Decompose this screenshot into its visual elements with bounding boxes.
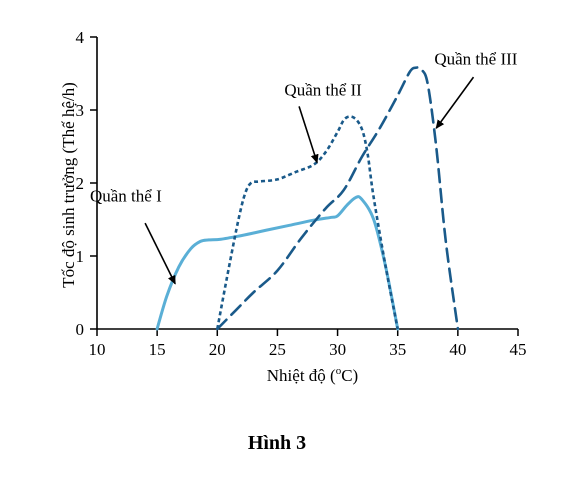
y-tick-label: 3	[76, 101, 85, 120]
figure-caption: Hình 3	[248, 432, 306, 454]
x-tick-label: 15	[149, 340, 166, 359]
y-axis-label: Tốc độ sinh trưởng (Thế hệ/h)	[59, 82, 78, 288]
x-axis-label-sup: o	[336, 365, 342, 377]
annotation-quan-the-iii-label: Quần thể III	[434, 50, 517, 69]
x-ticks: 10 15 20 25 30 35 40 45	[89, 329, 527, 359]
annotation-quan-the-iii-arrow	[435, 76, 475, 130]
x-tick-label: 20	[209, 340, 226, 359]
series-layer	[155, 66, 460, 331]
x-tick-label: 30	[329, 340, 346, 359]
annotation-quan-the-ii-label: Quần thể II	[284, 80, 362, 99]
y-tick-label: 2	[76, 174, 85, 193]
series-line-quan-the-i	[155, 195, 400, 331]
annotation-quan-the-i-arrow	[144, 222, 176, 285]
y-tick-label: 0	[76, 320, 85, 339]
x-tick-label: 35	[389, 340, 406, 359]
x-tick-label: 25	[269, 340, 286, 359]
series-line-quan-the-iii	[216, 66, 460, 331]
y-ticks: 0 1 2 3 4	[76, 28, 97, 339]
x-axis-label-main: Nhiệt độ (	[267, 366, 336, 385]
x-tick-label: 45	[510, 340, 527, 359]
x-tick-label: 10	[89, 340, 106, 359]
annotations: Quần thể I Quần thể II Quần thể III	[90, 50, 518, 285]
x-axis-label-unit: C)	[341, 366, 358, 385]
y-tick-label: 4	[76, 28, 85, 47]
y-tick-label: 1	[76, 247, 85, 266]
annotation-quan-the-ii-arrow	[298, 106, 319, 164]
x-axis-label: Nhiệt độ (oC)	[267, 365, 358, 385]
series-line-quan-the-ii	[216, 115, 399, 330]
annotation-quan-the-i-label: Quần thể I	[90, 186, 162, 205]
x-tick-label: 40	[449, 340, 466, 359]
